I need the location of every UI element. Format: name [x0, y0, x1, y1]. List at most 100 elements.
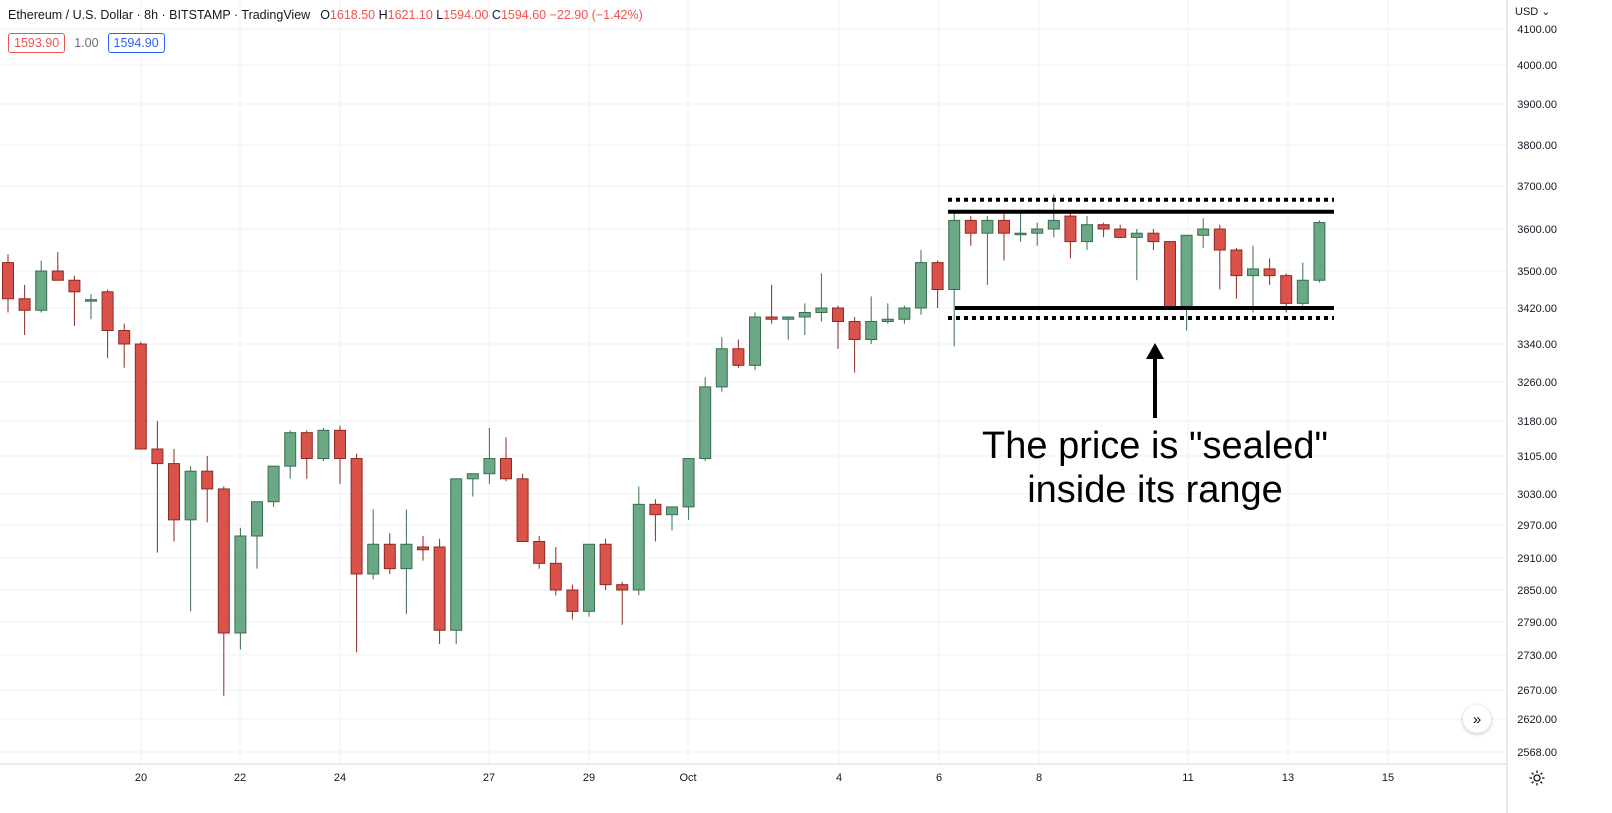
- candle-body: [1313, 222, 1326, 281]
- candle-body: [599, 543, 612, 586]
- price-tick-label: 4000.00: [1517, 60, 1557, 72]
- price-tick-label: 2730.00: [1517, 650, 1557, 662]
- candle-body: [417, 546, 429, 551]
- time-tick-label: 20: [135, 772, 147, 784]
- price-tick-label: 3180.00: [1517, 416, 1557, 428]
- candle-body: [317, 429, 330, 460]
- candle-body: [632, 503, 645, 591]
- low-label: L: [436, 8, 444, 22]
- price-tick-label: 2568.00: [1517, 747, 1557, 759]
- price-tick-label: 3700.00: [1517, 181, 1557, 193]
- bid-ask-row: 1593.90 1.00 1594.90: [8, 33, 165, 53]
- candle-body: [1064, 215, 1077, 243]
- candle-body: [300, 432, 313, 460]
- change-value: −22.90 (−1.42%): [549, 8, 643, 22]
- candle-body: [649, 503, 662, 516]
- open-label: O: [320, 8, 330, 22]
- price-axis[interactable]: 4100.00 4000.00 3900.00 3800.00 3700.00 3600.…: [1517, 24, 1557, 759]
- candle-body: [450, 478, 463, 631]
- time-tick-label: Oct: [679, 772, 696, 784]
- time-tick-label: 13: [1282, 772, 1294, 784]
- candle-body: [865, 321, 878, 340]
- range-lines: [948, 197, 1334, 320]
- buy-price-button[interactable]: 1594.90: [107, 33, 165, 53]
- candle-body: [1147, 232, 1160, 243]
- annotation-arrow: [1146, 343, 1164, 418]
- candle-body: [832, 307, 844, 322]
- annotation-line2: inside its range: [1027, 469, 1283, 511]
- time-axis[interactable]: 20 22 24 27 29 Oct 4 6 8 11 13 15: [135, 772, 1394, 784]
- candle-body: [101, 291, 114, 331]
- chart-settings-button[interactable]: [1527, 768, 1547, 788]
- high-label: H: [378, 8, 388, 22]
- time-tick-label: 15: [1382, 772, 1394, 784]
- price-tick-label: 2670.00: [1517, 685, 1557, 697]
- candle-body: [267, 465, 280, 503]
- annotation-line1: The price is "sealed": [982, 425, 1328, 467]
- candle-body: [1114, 228, 1127, 238]
- candle-body: [1164, 241, 1176, 309]
- sell-price-button[interactable]: 1593.90: [8, 33, 66, 53]
- candle-body: [1081, 224, 1093, 243]
- price-tick-label: 4100.00: [1517, 24, 1557, 36]
- price-tick-label: 3600.00: [1517, 224, 1557, 236]
- candle-body: [666, 506, 678, 516]
- low-value: 1594.00: [443, 8, 489, 22]
- price-tick-label: 2850.00: [1517, 585, 1557, 597]
- candle-body: [85, 299, 97, 302]
- candle-body: [35, 270, 48, 311]
- candle-body: [898, 307, 911, 320]
- time-tick-label: 6: [936, 772, 942, 784]
- price-tick-label: 2910.00: [1517, 553, 1557, 565]
- price-tick-label: 2970.00: [1517, 520, 1557, 532]
- candle-body: [284, 432, 297, 467]
- close-value: 1594.60: [500, 8, 547, 22]
- time-tick-label: 8: [1036, 772, 1042, 784]
- candle-body: [1197, 228, 1210, 236]
- candle-body: [1296, 279, 1309, 304]
- candle-body: [1130, 232, 1143, 238]
- candle-body: [251, 501, 263, 537]
- candle-body: [168, 463, 180, 521]
- candle-body: [367, 543, 380, 575]
- scroll-to-realtime-button[interactable]: »: [1463, 705, 1491, 733]
- candle-body: [533, 541, 546, 564]
- price-tick-label: 2620.00: [1517, 714, 1557, 726]
- candle-body: [1180, 234, 1193, 309]
- candle-body: [1031, 228, 1044, 234]
- candle-body: [1263, 268, 1276, 277]
- candle-body: [749, 316, 761, 366]
- candle-body: [2, 262, 14, 300]
- time-tick-label: 29: [583, 772, 595, 784]
- time-tick-label: 11: [1182, 772, 1193, 784]
- high-value: 1621.10: [387, 8, 433, 22]
- candle-body: [881, 318, 894, 322]
- candle-body: [964, 219, 977, 234]
- time-tick-label: 24: [334, 772, 346, 784]
- candle-body: [1047, 219, 1060, 230]
- candle-body: [931, 262, 944, 291]
- price-tick-label: 3500.00: [1517, 266, 1557, 278]
- candle-body: [184, 470, 197, 521]
- symbol-title[interactable]: Ethereum / U.S. Dollar · 8h · BITSTAMP ·…: [8, 8, 311, 22]
- candle-body: [981, 219, 994, 234]
- close-label: C: [491, 8, 501, 22]
- price-tick-label: 3260.00: [1517, 377, 1557, 389]
- candle-body: [383, 543, 396, 570]
- candle-body: [1213, 228, 1226, 251]
- price-tick-label: 3420.00: [1517, 303, 1557, 315]
- ohlc-values: O1618.50 H1621.10 L1594.00 C1594.60 −22.…: [320, 8, 643, 22]
- candle-body: [151, 448, 164, 465]
- candle-body: [18, 298, 31, 311]
- price-tick-label: 3105.00: [1517, 451, 1557, 463]
- candle-body: [217, 488, 230, 634]
- candle-body: [1014, 232, 1027, 236]
- candle-body: [1280, 275, 1293, 304]
- time-tick-label: 22: [234, 772, 246, 784]
- price-tick-label: 2790.00: [1517, 617, 1557, 629]
- chart-grid: [0, 0, 1508, 813]
- candle-body: [483, 458, 496, 475]
- currency-selector[interactable]: USD ⌄: [1515, 5, 1551, 18]
- price-tick-label: 3800.00: [1517, 140, 1557, 152]
